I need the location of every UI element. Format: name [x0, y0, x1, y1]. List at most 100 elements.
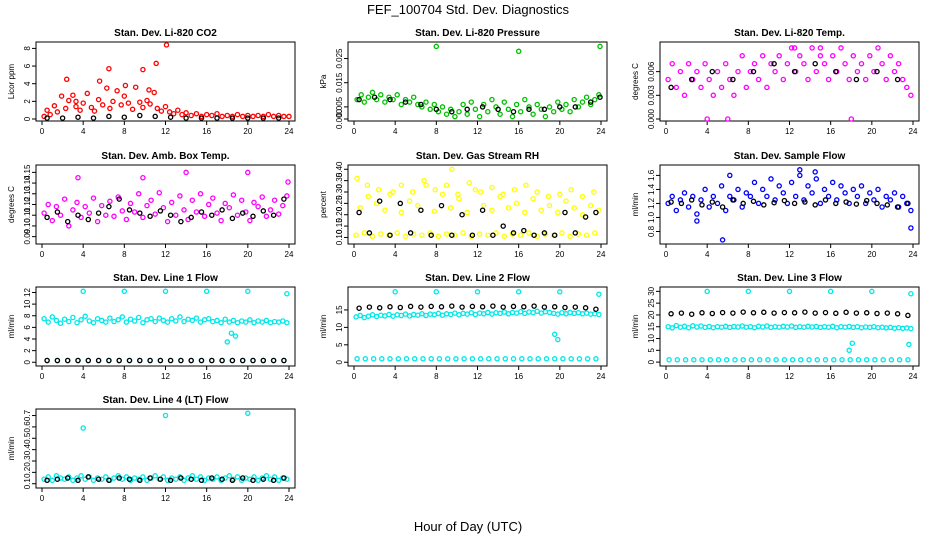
data-point [44, 107, 50, 113]
data-point [75, 357, 81, 364]
y-tick-label: 10 [335, 322, 344, 331]
series-2 [356, 198, 599, 238]
data-point [862, 200, 869, 207]
data-point [119, 314, 126, 320]
data-point [439, 191, 446, 198]
data-point [596, 291, 602, 297]
data-point [44, 214, 50, 221]
data-point [107, 105, 113, 112]
data-point [847, 357, 853, 363]
data-point [188, 112, 194, 119]
data-point [740, 309, 746, 315]
data-point [489, 207, 495, 213]
data-point [587, 99, 594, 105]
data-point [54, 476, 61, 482]
data-point [474, 289, 481, 295]
data-point [156, 315, 163, 321]
data-point [706, 76, 712, 83]
data-point [160, 204, 167, 211]
data-point [162, 412, 169, 419]
data-point [144, 202, 150, 209]
data-point [203, 288, 210, 295]
data-point [365, 94, 372, 100]
y-axis-label: percent [319, 190, 328, 217]
data-point [908, 290, 914, 297]
y-tick-label: 0.10 [23, 218, 32, 234]
x-tick-label: 12 [161, 494, 170, 503]
data-point [245, 288, 251, 295]
data-point [250, 477, 256, 484]
data-point [197, 319, 204, 325]
series-1 [41, 42, 292, 120]
data-point [460, 230, 466, 236]
data-point [899, 76, 906, 83]
data-point [94, 218, 101, 225]
data-point [140, 214, 146, 221]
data-point [259, 194, 265, 200]
y-tick-label: 0.5 [23, 432, 32, 444]
data-point [398, 101, 405, 108]
data-point [802, 309, 808, 315]
data-point [229, 357, 236, 364]
data-point [439, 104, 446, 110]
data-point [802, 199, 808, 205]
data-point [538, 207, 545, 213]
x-tick-label: 24 [285, 372, 294, 381]
data-point [575, 104, 582, 110]
data-point [433, 106, 440, 113]
panel-5: Stan. Dev. Gas Stream RH0 4 8 12 16 20 240.100… [319, 151, 608, 259]
data-point [111, 213, 117, 220]
data-point [863, 357, 870, 363]
data-point [678, 200, 685, 207]
data-point [98, 476, 105, 482]
data-point [415, 101, 421, 108]
data-point [229, 477, 236, 484]
data-point [772, 197, 778, 203]
data-point [839, 357, 845, 363]
data-point [791, 200, 798, 207]
data-point [583, 232, 590, 238]
data-point [788, 179, 795, 186]
data-point [597, 43, 603, 50]
data-point [173, 318, 179, 324]
data-point [90, 319, 97, 326]
data-point [245, 115, 251, 121]
data-point [432, 186, 439, 193]
data-point [157, 476, 164, 482]
data-point [419, 232, 425, 238]
data-point [275, 477, 282, 484]
data-point [797, 53, 803, 59]
data-point [239, 113, 246, 120]
data-point [140, 174, 146, 181]
data-point [709, 199, 716, 205]
x-tick-label: 12 [473, 250, 482, 259]
y-axis-label: ml/min [631, 315, 640, 339]
data-point [387, 356, 393, 362]
data-point [468, 233, 475, 240]
data-point [366, 230, 373, 236]
data-point [369, 89, 376, 96]
data-point [158, 108, 165, 114]
data-point [772, 68, 778, 75]
x-tick-label: 8 [434, 372, 439, 381]
data-point [541, 304, 548, 310]
data-point [526, 106, 532, 113]
data-point [526, 230, 532, 236]
data-point [214, 115, 220, 121]
data-point [123, 319, 130, 325]
data-point [894, 311, 901, 317]
data-point [78, 473, 84, 479]
y-tick-label: 0.11 [23, 207, 32, 223]
data-point [284, 476, 290, 482]
data-point [869, 288, 875, 295]
data-point [428, 232, 434, 238]
data-point [250, 357, 256, 364]
data-point [428, 356, 434, 362]
data-point [123, 216, 130, 223]
data-point [436, 356, 443, 362]
x-tick-label: 12 [473, 127, 482, 136]
data-point [146, 87, 152, 93]
data-point [49, 217, 56, 224]
data-point [443, 182, 450, 188]
data-point [189, 197, 196, 203]
